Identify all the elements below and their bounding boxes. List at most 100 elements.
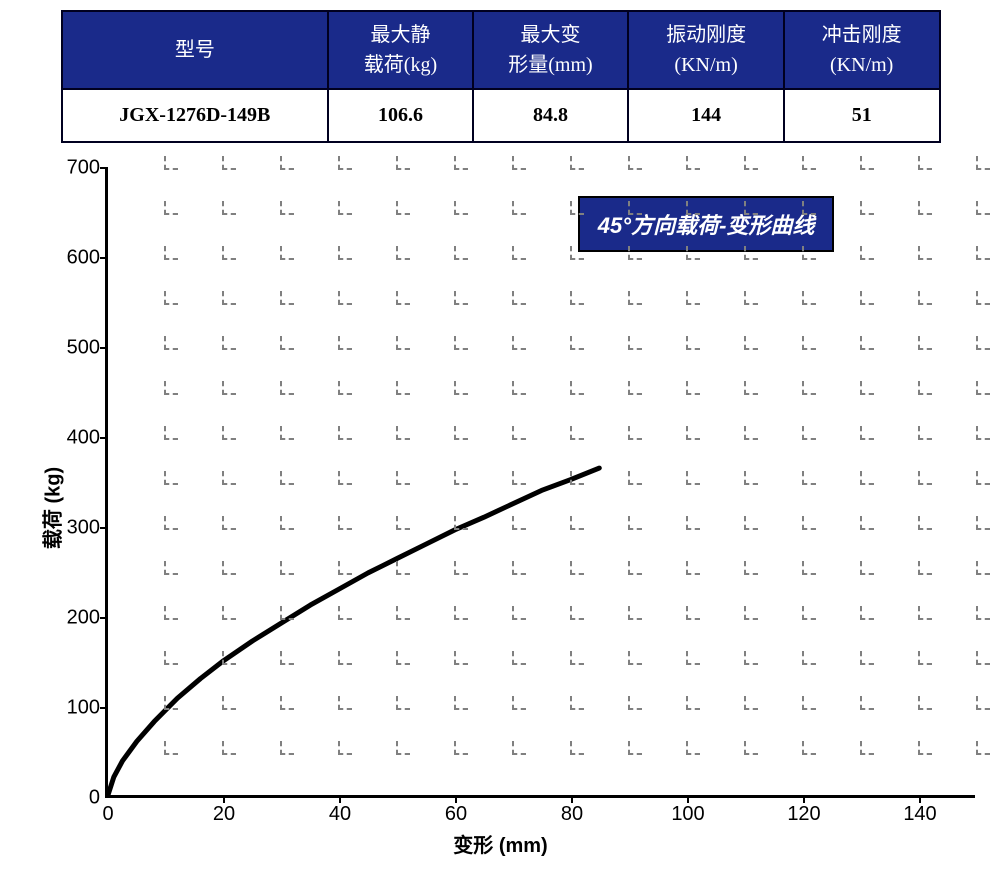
grid-marker xyxy=(454,471,468,485)
grid-marker xyxy=(860,606,874,620)
x-tick-label: 80 xyxy=(561,803,583,826)
header-text: (KN/m) xyxy=(674,54,737,76)
grid-marker xyxy=(164,741,178,755)
y-tick-mark xyxy=(100,167,108,169)
grid-marker xyxy=(570,651,584,665)
grid-marker xyxy=(338,336,352,350)
cell-impact-stiffness: 51 xyxy=(784,89,940,142)
grid-marker xyxy=(454,426,468,440)
header-text: 最大变 xyxy=(520,24,580,46)
header-text: 载荷(kg) xyxy=(364,54,437,76)
grid-marker xyxy=(976,606,990,620)
grid-marker xyxy=(686,561,700,575)
grid-marker xyxy=(744,471,758,485)
grid-marker xyxy=(454,606,468,620)
grid-marker xyxy=(570,561,584,575)
grid-marker xyxy=(918,471,932,485)
grid-marker xyxy=(454,291,468,305)
grid-marker xyxy=(280,246,294,260)
grid-marker xyxy=(744,651,758,665)
grid-marker xyxy=(222,651,236,665)
grid-marker xyxy=(512,426,526,440)
grid-marker xyxy=(802,741,816,755)
grid-marker xyxy=(686,381,700,395)
grid-marker xyxy=(744,516,758,530)
y-tick-label: 600 xyxy=(67,247,100,270)
header-text: 振动刚度 xyxy=(666,24,746,46)
grid-marker xyxy=(860,246,874,260)
grid-marker xyxy=(628,426,642,440)
grid-marker xyxy=(280,156,294,170)
grid-marker xyxy=(222,336,236,350)
grid-marker xyxy=(976,156,990,170)
grid-marker xyxy=(570,426,584,440)
grid-marker xyxy=(338,561,352,575)
grid-marker xyxy=(628,381,642,395)
x-tick-label: 20 xyxy=(213,803,235,826)
grid-marker xyxy=(512,381,526,395)
grid-marker xyxy=(280,381,294,395)
grid-marker xyxy=(570,381,584,395)
grid-marker xyxy=(396,561,410,575)
grid-marker xyxy=(744,381,758,395)
grid-marker xyxy=(976,651,990,665)
grid-marker xyxy=(396,201,410,215)
cell-model: JGX-1276D-149B xyxy=(62,89,329,142)
grid-marker xyxy=(338,426,352,440)
grid-marker xyxy=(860,156,874,170)
grid-marker xyxy=(686,291,700,305)
grid-marker xyxy=(454,516,468,530)
grid-marker xyxy=(512,651,526,665)
grid-marker xyxy=(744,696,758,710)
y-tick-label: 700 xyxy=(67,157,100,180)
table-row: JGX-1276D-149B 106.6 84.8 144 51 xyxy=(62,89,940,142)
grid-marker xyxy=(860,516,874,530)
grid-marker xyxy=(744,246,758,260)
grid-marker xyxy=(802,606,816,620)
plot-region: 45°方向载荷-变形曲线 010020030040050060070002040… xyxy=(105,168,975,798)
grid-marker xyxy=(396,291,410,305)
grid-marker xyxy=(628,516,642,530)
grid-marker xyxy=(802,381,816,395)
grid-marker xyxy=(802,336,816,350)
grid-marker xyxy=(802,561,816,575)
grid-marker xyxy=(860,561,874,575)
grid-marker xyxy=(512,741,526,755)
grid-marker xyxy=(976,741,990,755)
grid-marker xyxy=(512,696,526,710)
y-tick-mark xyxy=(100,527,108,529)
grid-marker xyxy=(396,246,410,260)
grid-marker xyxy=(744,291,758,305)
grid-marker xyxy=(338,606,352,620)
grid-marker xyxy=(454,201,468,215)
y-tick-label: 500 xyxy=(67,337,100,360)
grid-marker xyxy=(164,156,178,170)
grid-marker xyxy=(686,201,700,215)
grid-marker xyxy=(396,741,410,755)
grid-marker xyxy=(396,471,410,485)
col-model: 型号 xyxy=(62,11,329,89)
grid-marker xyxy=(976,291,990,305)
grid-marker xyxy=(628,336,642,350)
grid-marker xyxy=(570,201,584,215)
grid-marker xyxy=(628,741,642,755)
grid-marker xyxy=(918,291,932,305)
grid-marker xyxy=(512,471,526,485)
grid-marker xyxy=(976,336,990,350)
grid-marker xyxy=(570,471,584,485)
grid-marker xyxy=(222,561,236,575)
grid-marker xyxy=(280,336,294,350)
grid-marker xyxy=(628,246,642,260)
grid-marker xyxy=(338,246,352,260)
grid-marker xyxy=(338,741,352,755)
grid-marker xyxy=(802,201,816,215)
grid-marker xyxy=(802,291,816,305)
chart-area: 载荷 (kg) 变形 (mm) 45°方向载荷-变形曲线 01002003004… xyxy=(10,158,991,858)
grid-marker xyxy=(860,291,874,305)
grid-marker xyxy=(396,651,410,665)
grid-marker xyxy=(280,606,294,620)
col-vibration-stiffness: 振动刚度 (KN/m) xyxy=(628,11,784,89)
y-tick-mark xyxy=(100,437,108,439)
grid-marker xyxy=(570,156,584,170)
grid-marker xyxy=(454,696,468,710)
